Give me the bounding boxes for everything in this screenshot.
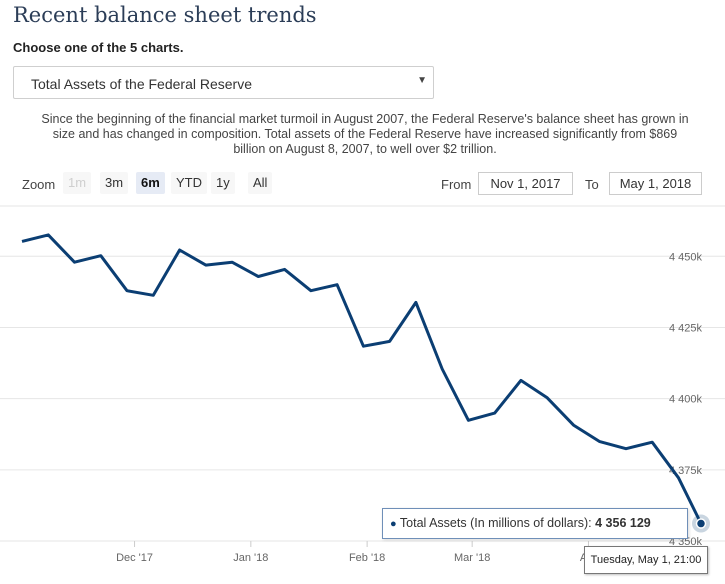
to-date-input[interactable]: May 1, 2018 (609, 172, 702, 195)
dropdown-arrow-icon: ▼ (417, 75, 427, 86)
tooltip-series-label: Total Assets (In millions of dollars): (399, 516, 596, 530)
x-tick-label: Feb '18 (349, 552, 385, 564)
chart-description: Since the beginning of the financial mar… (41, 112, 689, 156)
zoom-3m-button[interactable]: 3m (100, 172, 129, 194)
x-tick-label: Jan '18 (233, 552, 268, 564)
zoom-ytd-button[interactable]: YTD (171, 172, 207, 194)
series-line-total-assets (21, 233, 703, 525)
zoom-all-button[interactable]: All (248, 172, 273, 194)
to-label: To (585, 177, 599, 192)
zoom-6m-button[interactable]: 6m (136, 172, 165, 194)
zoom-label: Zoom (22, 177, 56, 192)
chart-choice-label: Choose one of the 5 charts. (13, 40, 184, 55)
zoom-1y-button[interactable]: 1y (211, 172, 235, 194)
series-marker-icon: ● (390, 518, 397, 530)
from-label: From (441, 177, 472, 192)
chart-select-value: Total Assets of the Federal Reserve (31, 76, 252, 92)
from-date-input[interactable]: Nov 1, 2017 (478, 172, 573, 195)
y-tick-label: 4 425k (669, 322, 703, 334)
y-tick-label: 4 450k (669, 251, 703, 263)
zoom-1m-button[interactable]: 1m (63, 172, 92, 194)
page-title: Recent balance sheet trends (13, 3, 317, 27)
tooltip-date-flag: Tuesday, May 1, 21:00 (584, 546, 708, 574)
x-tick-label: Dec '17 (116, 552, 153, 564)
data-point-marker[interactable] (695, 518, 707, 529)
y-tick-label: 4 350k (669, 536, 703, 548)
tooltip-value: 4 356 129 (595, 516, 651, 530)
y-tick-label: 4 400k (669, 394, 703, 406)
chart-tooltip: ● Total Assets (In millions of dollars):… (382, 508, 688, 539)
x-tick-label: Mar '18 (454, 552, 490, 564)
chart-select[interactable]: Total Assets of the Federal Reserve ▼ (13, 66, 434, 99)
